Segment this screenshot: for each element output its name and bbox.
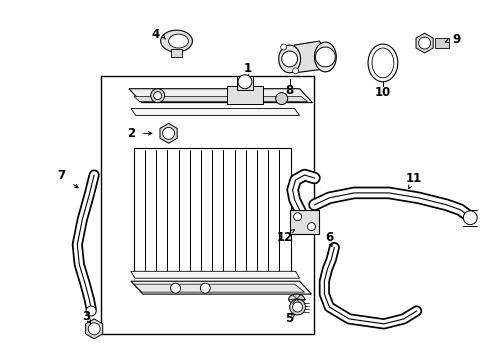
Circle shape [307, 223, 315, 231]
Circle shape [292, 302, 302, 312]
Text: 1: 1 [244, 62, 251, 75]
Circle shape [462, 211, 476, 225]
Text: 8: 8 [285, 84, 293, 97]
Bar [101, 76, 314, 334]
Bar [134, 148, 290, 276]
Circle shape [150, 89, 164, 103]
Ellipse shape [367, 44, 397, 82]
Polygon shape [129, 89, 312, 103]
Circle shape [163, 127, 174, 139]
Text: 3: 3 [82, 310, 90, 323]
Text: 6: 6 [325, 231, 333, 244]
Circle shape [275, 93, 287, 105]
Text: 7: 7 [57, 168, 65, 181]
Polygon shape [134, 284, 304, 292]
Bar [226, 86, 263, 104]
Circle shape [292, 68, 298, 74]
Circle shape [200, 283, 210, 293]
Circle shape [315, 47, 335, 67]
Bar [434, 38, 448, 48]
Polygon shape [289, 210, 319, 234]
Polygon shape [134, 96, 307, 102]
Ellipse shape [161, 30, 192, 52]
Text: 5: 5 [285, 312, 293, 325]
Text: 11: 11 [405, 171, 421, 185]
Ellipse shape [288, 294, 304, 304]
Polygon shape [131, 281, 311, 294]
Ellipse shape [278, 45, 300, 73]
Circle shape [238, 75, 251, 89]
Bar [237, 76, 252, 90]
Circle shape [88, 323, 100, 335]
Bar [170, 49, 182, 57]
Circle shape [289, 299, 305, 315]
Ellipse shape [168, 34, 188, 48]
Text: 12: 12 [276, 231, 292, 244]
Text: 9: 9 [451, 33, 460, 46]
Text: 10: 10 [374, 86, 390, 99]
Text: 2: 2 [126, 127, 135, 140]
Circle shape [153, 92, 162, 100]
Circle shape [418, 37, 429, 49]
Polygon shape [131, 271, 299, 278]
Circle shape [293, 213, 301, 221]
Ellipse shape [371, 48, 393, 78]
Polygon shape [294, 41, 326, 73]
Circle shape [86, 306, 96, 316]
Circle shape [281, 51, 297, 67]
Ellipse shape [314, 42, 336, 72]
Circle shape [170, 283, 180, 293]
Circle shape [280, 44, 286, 50]
Polygon shape [131, 109, 299, 116]
Text: 4: 4 [151, 28, 160, 41]
